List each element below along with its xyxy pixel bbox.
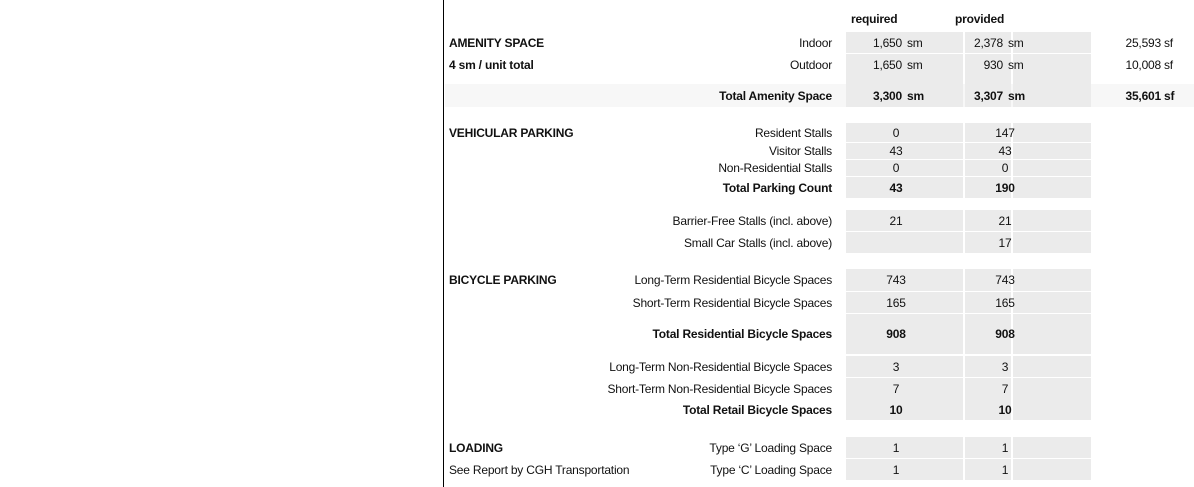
section-title: VEHICULAR PARKING [449, 125, 574, 140]
sf-value: 10,008 [1125, 57, 1161, 72]
required-value: 43 [889, 144, 903, 158]
table-row: Non-Residential Stalls 0 0 [445, 160, 1194, 176]
row-label: Type ‘G’ Loading Space [709, 440, 832, 455]
row-label: Visitor Stalls [768, 144, 832, 158]
sf-value: 25,593 [1125, 35, 1161, 50]
table-row-total: Total Residential Bicycle Spaces 908 908 [445, 314, 1194, 354]
required-value: 0 [892, 161, 900, 175]
table-row-total: Total Parking Count 43 190 [445, 177, 1194, 198]
provided-unit: sm [1008, 88, 1025, 103]
table-row: 4 sm / unit total Outdoor 1,650 sm 930 s… [445, 54, 1194, 84]
provided-value: 3 [1001, 359, 1009, 374]
required-value: 7 [892, 381, 900, 396]
table-row: Short-Term Residential Bicycle Spaces 165… [445, 292, 1194, 313]
row-label: Total Amenity Space [719, 88, 832, 103]
required-value [846, 232, 946, 253]
sf-value: 35,601 [1125, 88, 1161, 103]
provided-value: 2,378 [973, 35, 1003, 50]
row-label: Total Retail Bicycle Spaces [682, 402, 832, 417]
provided-value: 147 [995, 125, 1015, 140]
table-row: LOADING Type ‘G’ Loading Space 1 1 [445, 437, 1194, 458]
row-label: Short-Term Non-Residential Bicycle Space… [607, 381, 832, 396]
required-value: 1 [892, 440, 900, 455]
row-label: Small Car Stalls (incl. above) [683, 235, 832, 250]
section-title: BICYCLE PARKING [449, 273, 557, 287]
provided-value: 908 [995, 327, 1015, 341]
provided-value: 743 [995, 273, 1015, 287]
required-value: 3 [892, 359, 900, 374]
provided-value: 10 [998, 402, 1012, 417]
table-row: Visitor Stalls 43 43 [445, 143, 1194, 159]
required-value: 3,300 [872, 88, 902, 103]
row-label: Long-Term Non-Residential Bicycle Spaces [609, 359, 832, 374]
table-row: Small Car Stalls (incl. above) 17 [445, 232, 1194, 253]
required-value: 1,650 [872, 57, 902, 72]
section-subtitle: 4 sm / unit total [449, 57, 534, 72]
table-row: AMENITY SPACE Indoor 1,650 sm 2,378 sm 2… [445, 32, 1194, 53]
table-row-total: Total Amenity Space 3,300 sm 3,307 sm 35… [445, 84, 1194, 107]
required-value: 43 [889, 180, 903, 195]
provided-value: 3,307 [973, 88, 1003, 103]
row-label: Resident Stalls [754, 125, 832, 140]
required-unit: sm [907, 57, 923, 72]
row-label: Type ‘C’ Loading Space [710, 462, 832, 477]
provided-value: 17 [998, 235, 1012, 250]
provided-value: 1 [1001, 440, 1009, 455]
provided-value: 930 [983, 57, 1004, 72]
section-title: AMENITY SPACE [449, 35, 544, 50]
required-value: 743 [886, 273, 906, 287]
provided-value: 21 [998, 213, 1012, 228]
provided-value: 43 [998, 144, 1012, 158]
required-unit: sm [907, 35, 923, 50]
row-label: Barrier-Free Stalls (incl. above) [672, 213, 833, 228]
required-value: 165 [886, 295, 906, 310]
table-row: VEHICULAR PARKING Resident Stalls 0 147 [445, 123, 1194, 142]
provided-value: 190 [995, 180, 1015, 195]
section-title: LOADING [449, 440, 503, 455]
required-value: 10 [889, 402, 903, 417]
row-label: Indoor [799, 35, 832, 50]
required-value: 908 [886, 327, 906, 341]
section-subtitle: See Report by CGH Transportation [449, 462, 630, 477]
row-label: Short-Term Residential Bicycle Spaces [632, 295, 833, 310]
provided-value: 165 [995, 295, 1015, 310]
row-label: Total Parking Count [722, 180, 833, 195]
required-value: 21 [889, 213, 903, 228]
table-row: Barrier-Free Stalls (incl. above) 21 21 [445, 210, 1194, 231]
row-label: Long-Term Residential Bicycle Spaces [634, 273, 832, 287]
table-row-total: Total Retail Bicycle Spaces 10 10 [445, 399, 1194, 420]
page-divider-line [443, 0, 444, 487]
sf-unit: sf [1164, 35, 1173, 50]
provided-unit: sm [1008, 57, 1024, 72]
provided-value: 1 [1001, 462, 1009, 477]
sf-unit: sf [1164, 88, 1175, 103]
table-row: See Report by CGH Transportation Type ‘C’… [445, 459, 1194, 480]
table-row: BICYCLE PARKING Long-Term Residential Bic… [445, 269, 1194, 291]
column-header-required: required [851, 12, 898, 26]
required-value: 0 [892, 125, 900, 140]
column-header-provided: provided [955, 12, 1005, 26]
table-row: Short-Term Non-Residential Bicycle Space… [445, 378, 1194, 399]
row-label: Non-Residential Stalls [718, 161, 832, 175]
required-value: 1 [892, 462, 900, 477]
table-row: Long-Term Non-Residential Bicycle Spaces… [445, 356, 1194, 377]
provided-value: 7 [1001, 381, 1009, 396]
provided-value: 0 [1001, 161, 1009, 175]
required-value: 1,650 [872, 35, 902, 50]
sf-unit: sf [1164, 57, 1173, 72]
required-unit: sm [907, 88, 924, 103]
provided-unit: sm [1008, 35, 1024, 50]
row-label: Outdoor [790, 57, 832, 72]
row-label: Total Residential Bicycle Spaces [652, 327, 833, 341]
